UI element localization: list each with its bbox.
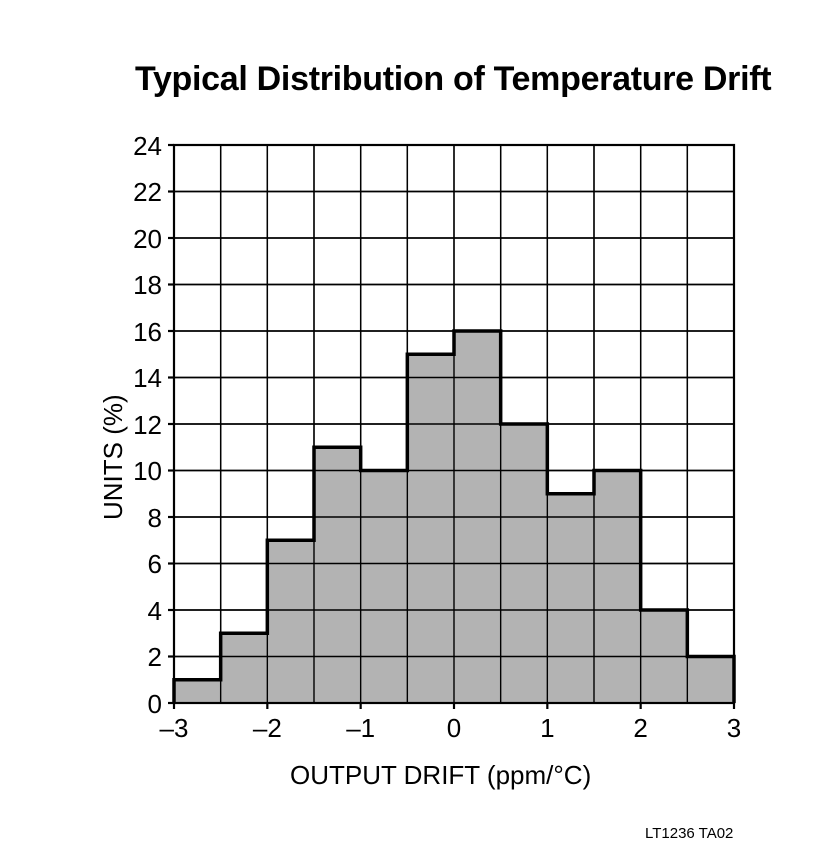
xtick--3: –3 <box>160 713 189 744</box>
xtick--2: –2 <box>253 713 282 744</box>
xtick-3: 3 <box>727 713 741 744</box>
histogram-chart <box>164 135 744 713</box>
ytick-12: 12 <box>133 410 162 441</box>
page-canvas: Typical Distribution of Temperature Drif… <box>0 0 835 867</box>
ytick-8: 8 <box>148 503 162 534</box>
ytick-22: 22 <box>133 177 162 208</box>
chart-title: Typical Distribution of Temperature Drif… <box>135 60 771 99</box>
xtick-0: 0 <box>447 713 461 744</box>
ytick-10: 10 <box>133 456 162 487</box>
xtick-2: 2 <box>633 713 647 744</box>
ytick-6: 6 <box>148 549 162 580</box>
ytick-4: 4 <box>148 596 162 627</box>
ytick-2: 2 <box>148 642 162 673</box>
ytick-16: 16 <box>133 317 162 348</box>
ytick-18: 18 <box>133 270 162 301</box>
figure-id-footer: LT1236 TA02 <box>645 825 733 842</box>
xtick--1: –1 <box>346 713 375 744</box>
ytick-24: 24 <box>133 131 162 162</box>
ytick-20: 20 <box>133 224 162 255</box>
ytick-14: 14 <box>133 363 162 394</box>
xtick-1: 1 <box>540 713 554 744</box>
y-axis-label: UNITS (%) <box>98 394 129 520</box>
x-axis-label: OUTPUT DRIFT (ppm/°C) <box>290 760 591 791</box>
